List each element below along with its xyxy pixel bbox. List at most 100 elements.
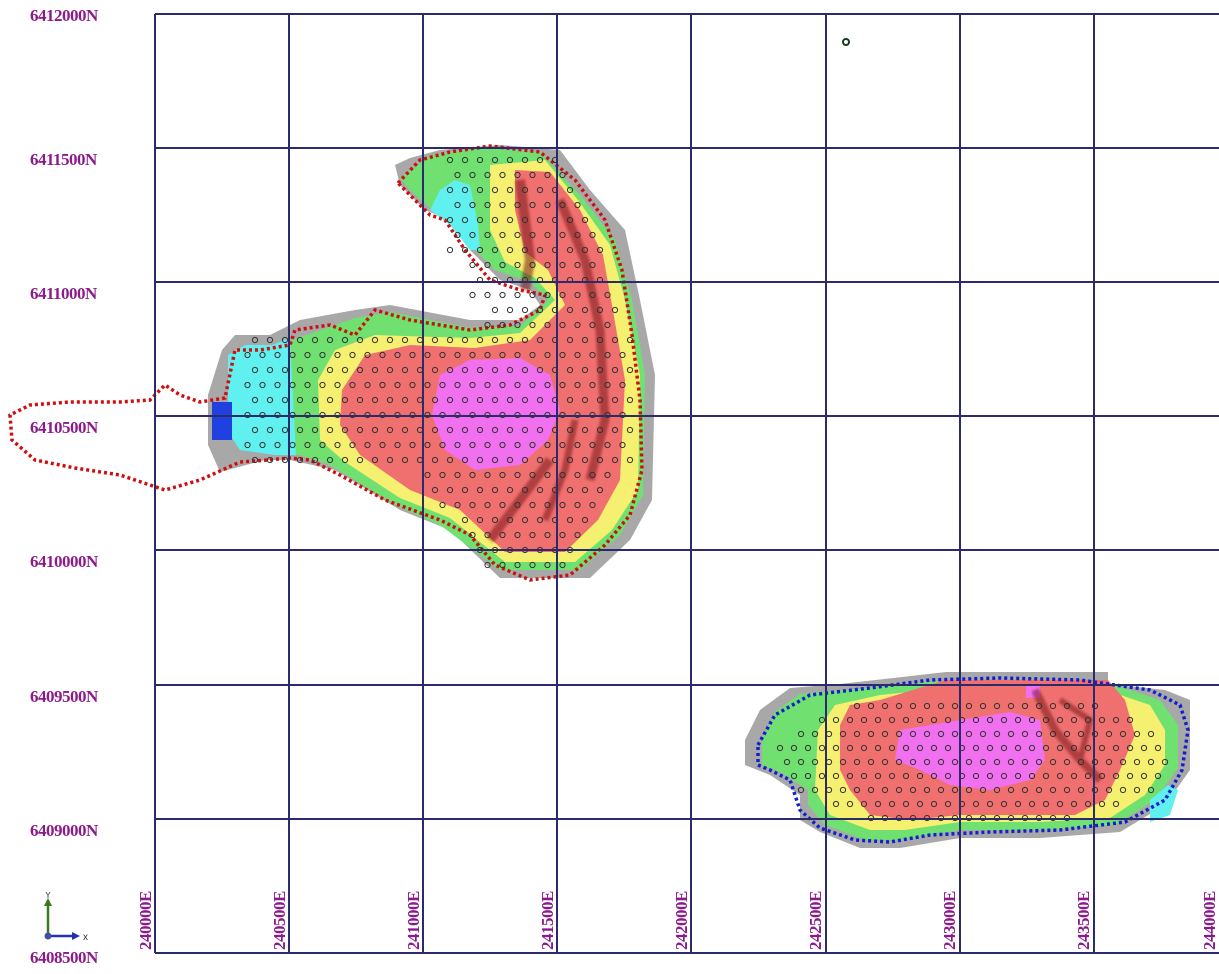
sample-point xyxy=(446,156,454,164)
sample-point xyxy=(818,744,826,752)
sample-point xyxy=(499,351,506,359)
sample-point xyxy=(439,441,446,449)
sample-point xyxy=(626,336,634,344)
sample-point xyxy=(341,456,349,464)
sample-point xyxy=(1014,716,1022,724)
northing-label-6412000: 6412000N xyxy=(30,6,98,25)
sample-point xyxy=(491,306,499,314)
sample-point xyxy=(559,171,566,179)
sample-point xyxy=(1014,744,1022,752)
sample-point xyxy=(832,716,840,724)
sample-point xyxy=(909,702,917,710)
sample-point xyxy=(1133,730,1141,738)
sample-point xyxy=(1147,758,1155,766)
sample-point xyxy=(566,486,574,494)
sample-point xyxy=(972,744,980,752)
sample-point xyxy=(529,201,536,209)
sample-point xyxy=(1049,786,1057,794)
sample-point xyxy=(386,366,394,374)
sample-point xyxy=(469,201,476,209)
sample-point xyxy=(559,231,566,239)
sample-point xyxy=(544,171,551,179)
sample-point xyxy=(506,426,514,434)
sample-point xyxy=(902,772,910,780)
sample-point xyxy=(611,336,619,344)
sample-point xyxy=(356,336,364,344)
sample-point xyxy=(1056,772,1064,780)
sample-point xyxy=(867,702,875,710)
sample-point xyxy=(846,716,854,724)
sample-point xyxy=(484,321,491,329)
sample-point xyxy=(454,171,461,179)
sample-point xyxy=(296,426,304,434)
sample-point xyxy=(379,381,386,389)
sample-point xyxy=(1077,702,1085,710)
sample-point xyxy=(386,426,394,434)
sample-point xyxy=(371,396,379,404)
sample-point xyxy=(469,441,476,449)
sample-point xyxy=(1014,772,1022,780)
sample-point xyxy=(499,171,506,179)
easting-label-240500: 240500E xyxy=(270,891,289,950)
sample-point xyxy=(1056,744,1064,752)
sample-point xyxy=(491,516,499,524)
sample-point xyxy=(484,231,491,239)
sample-point xyxy=(491,216,499,224)
sample-point xyxy=(296,396,304,404)
sample-point xyxy=(244,441,251,449)
sample-point xyxy=(874,716,882,724)
sample-point xyxy=(499,441,506,449)
sample-point xyxy=(574,441,581,449)
sample-point xyxy=(951,730,959,738)
sample-point xyxy=(811,786,819,794)
sample-point xyxy=(1035,730,1043,738)
sample-point xyxy=(1119,758,1127,766)
sample-point xyxy=(514,291,521,299)
sample-point xyxy=(874,800,882,808)
sample-point xyxy=(529,471,536,479)
sample-point xyxy=(274,381,281,389)
sample-point xyxy=(611,426,619,434)
sample-point xyxy=(881,758,889,766)
sample-point xyxy=(484,291,491,299)
northing-label-6409000: 6409000N xyxy=(30,821,98,840)
sample-point xyxy=(536,456,544,464)
sample-point xyxy=(626,396,634,404)
sample-point xyxy=(326,456,334,464)
sample-point xyxy=(1021,786,1029,794)
sample-point xyxy=(544,291,551,299)
sample-point xyxy=(965,786,973,794)
sample-point xyxy=(499,321,506,329)
sample-point xyxy=(311,336,319,344)
sample-point xyxy=(1000,744,1008,752)
sample-point xyxy=(790,772,798,780)
sample-point xyxy=(544,561,551,569)
sample-point xyxy=(259,441,266,449)
sample-point xyxy=(611,456,619,464)
sample-point xyxy=(469,531,476,539)
sample-point xyxy=(1063,786,1071,794)
sample-point xyxy=(853,730,861,738)
sample-point xyxy=(439,471,446,479)
sample-point xyxy=(544,201,551,209)
sample-point xyxy=(499,381,506,389)
sample-point xyxy=(251,336,259,344)
sample-point xyxy=(529,231,536,239)
sample-point xyxy=(506,306,514,314)
sample-point xyxy=(371,366,379,374)
sample-point xyxy=(386,396,394,404)
sample-point xyxy=(965,730,973,738)
sample-point xyxy=(1084,772,1092,780)
sample-point xyxy=(469,501,476,509)
sample-point xyxy=(536,336,544,344)
sample-point xyxy=(499,561,506,569)
sample-point xyxy=(529,501,536,509)
sample-point xyxy=(491,156,499,164)
sample-point xyxy=(446,246,454,254)
sample-point xyxy=(521,156,529,164)
west-cyan-zone xyxy=(228,338,296,455)
sample-point xyxy=(461,336,469,344)
sample-point xyxy=(326,336,334,344)
sample-point xyxy=(491,246,499,254)
sample-point xyxy=(1098,772,1106,780)
